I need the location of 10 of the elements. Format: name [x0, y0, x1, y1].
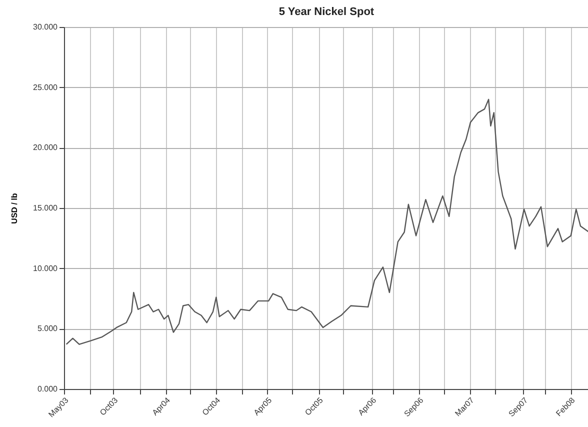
y-tick-label: 20.000: [33, 143, 58, 152]
y-tick-label: 30.000: [33, 22, 58, 32]
y-tick-label: 25.000: [33, 82, 58, 92]
y-tick-label: 10.000: [33, 264, 58, 273]
y-axis-title: USD / lb: [10, 193, 20, 224]
y-tick-label: 15.000: [33, 204, 58, 212]
y-tick-label: 5.000: [37, 324, 58, 334]
line-series: [66, 98, 588, 345]
y-tick-label: 0.000: [37, 384, 58, 394]
chart-title: 5 Year Nickel Spot: [278, 6, 374, 18]
